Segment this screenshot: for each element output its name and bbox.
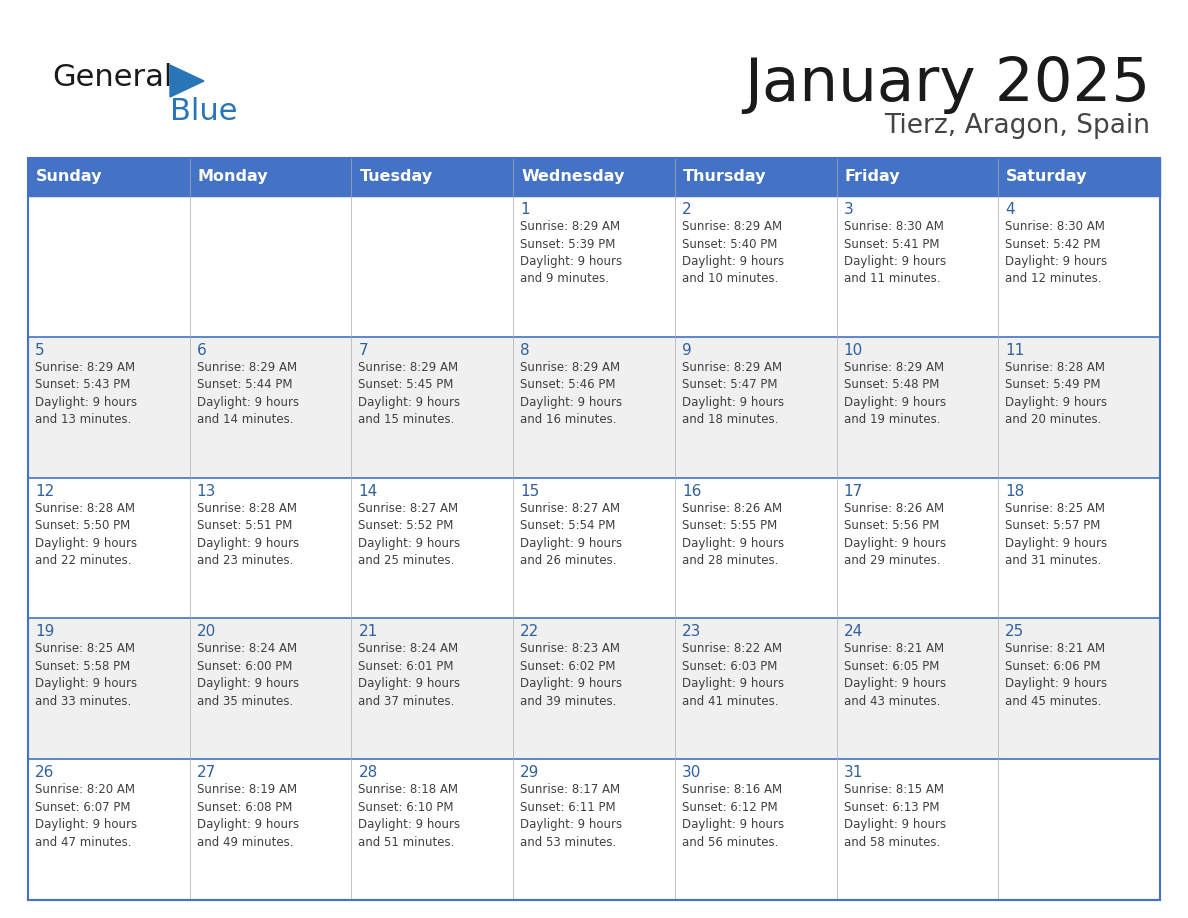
Text: 21: 21 bbox=[359, 624, 378, 640]
Text: Sunrise: 8:29 AM
Sunset: 5:39 PM
Daylight: 9 hours
and 9 minutes.: Sunrise: 8:29 AM Sunset: 5:39 PM Dayligh… bbox=[520, 220, 623, 285]
Text: Thursday: Thursday bbox=[683, 170, 766, 185]
Text: Sunrise: 8:20 AM
Sunset: 6:07 PM
Daylight: 9 hours
and 47 minutes.: Sunrise: 8:20 AM Sunset: 6:07 PM Dayligh… bbox=[34, 783, 137, 849]
Text: Monday: Monday bbox=[197, 170, 268, 185]
Text: 29: 29 bbox=[520, 766, 539, 780]
Bar bbox=[29, 158, 190, 196]
Text: Friday: Friday bbox=[845, 170, 901, 185]
Text: 24: 24 bbox=[843, 624, 862, 640]
Text: Sunrise: 8:16 AM
Sunset: 6:12 PM
Daylight: 9 hours
and 56 minutes.: Sunrise: 8:16 AM Sunset: 6:12 PM Dayligh… bbox=[682, 783, 784, 849]
Text: 2: 2 bbox=[682, 202, 691, 217]
Text: Sunrise: 8:27 AM
Sunset: 5:52 PM
Daylight: 9 hours
and 25 minutes.: Sunrise: 8:27 AM Sunset: 5:52 PM Dayligh… bbox=[359, 501, 461, 567]
Text: Tierz, Aragon, Spain: Tierz, Aragon, Spain bbox=[884, 113, 1150, 139]
Bar bbox=[29, 196, 1159, 337]
Text: 22: 22 bbox=[520, 624, 539, 640]
Text: 26: 26 bbox=[34, 766, 55, 780]
Text: 15: 15 bbox=[520, 484, 539, 498]
Text: 11: 11 bbox=[1005, 342, 1024, 358]
Text: Sunrise: 8:29 AM
Sunset: 5:44 PM
Daylight: 9 hours
and 14 minutes.: Sunrise: 8:29 AM Sunset: 5:44 PM Dayligh… bbox=[197, 361, 299, 426]
Text: Sunrise: 8:30 AM
Sunset: 5:42 PM
Daylight: 9 hours
and 12 minutes.: Sunrise: 8:30 AM Sunset: 5:42 PM Dayligh… bbox=[1005, 220, 1107, 285]
Text: 10: 10 bbox=[843, 342, 862, 358]
Text: Sunrise: 8:21 AM
Sunset: 6:05 PM
Daylight: 9 hours
and 43 minutes.: Sunrise: 8:21 AM Sunset: 6:05 PM Dayligh… bbox=[843, 643, 946, 708]
Bar bbox=[29, 759, 1159, 900]
Text: Sunday: Sunday bbox=[36, 170, 102, 185]
Text: 27: 27 bbox=[197, 766, 216, 780]
Text: Sunrise: 8:28 AM
Sunset: 5:50 PM
Daylight: 9 hours
and 22 minutes.: Sunrise: 8:28 AM Sunset: 5:50 PM Dayligh… bbox=[34, 501, 137, 567]
Text: 12: 12 bbox=[34, 484, 55, 498]
Text: 7: 7 bbox=[359, 342, 368, 358]
Text: Sunrise: 8:25 AM
Sunset: 5:58 PM
Daylight: 9 hours
and 33 minutes.: Sunrise: 8:25 AM Sunset: 5:58 PM Dayligh… bbox=[34, 643, 137, 708]
Text: Sunrise: 8:29 AM
Sunset: 5:43 PM
Daylight: 9 hours
and 13 minutes.: Sunrise: 8:29 AM Sunset: 5:43 PM Dayligh… bbox=[34, 361, 137, 426]
Bar bbox=[352, 158, 513, 196]
Text: 6: 6 bbox=[197, 342, 207, 358]
Text: 1: 1 bbox=[520, 202, 530, 217]
Text: Tuesday: Tuesday bbox=[360, 170, 432, 185]
Bar bbox=[29, 158, 1159, 196]
Bar bbox=[513, 158, 675, 196]
Text: Sunrise: 8:18 AM
Sunset: 6:10 PM
Daylight: 9 hours
and 51 minutes.: Sunrise: 8:18 AM Sunset: 6:10 PM Dayligh… bbox=[359, 783, 461, 849]
Text: 25: 25 bbox=[1005, 624, 1024, 640]
Bar bbox=[998, 158, 1159, 196]
Text: Sunrise: 8:28 AM
Sunset: 5:49 PM
Daylight: 9 hours
and 20 minutes.: Sunrise: 8:28 AM Sunset: 5:49 PM Dayligh… bbox=[1005, 361, 1107, 426]
Text: 28: 28 bbox=[359, 766, 378, 780]
Text: 9: 9 bbox=[682, 342, 691, 358]
Text: General: General bbox=[52, 63, 172, 92]
Bar bbox=[29, 619, 1159, 759]
Text: 4: 4 bbox=[1005, 202, 1015, 217]
Text: Sunrise: 8:21 AM
Sunset: 6:06 PM
Daylight: 9 hours
and 45 minutes.: Sunrise: 8:21 AM Sunset: 6:06 PM Dayligh… bbox=[1005, 643, 1107, 708]
Text: Sunrise: 8:19 AM
Sunset: 6:08 PM
Daylight: 9 hours
and 49 minutes.: Sunrise: 8:19 AM Sunset: 6:08 PM Dayligh… bbox=[197, 783, 299, 849]
Text: 23: 23 bbox=[682, 624, 701, 640]
Text: 20: 20 bbox=[197, 624, 216, 640]
Text: 18: 18 bbox=[1005, 484, 1024, 498]
Text: 16: 16 bbox=[682, 484, 701, 498]
Text: 30: 30 bbox=[682, 766, 701, 780]
Text: 31: 31 bbox=[843, 766, 862, 780]
Bar bbox=[29, 158, 1159, 900]
Text: Sunrise: 8:29 AM
Sunset: 5:47 PM
Daylight: 9 hours
and 18 minutes.: Sunrise: 8:29 AM Sunset: 5:47 PM Dayligh… bbox=[682, 361, 784, 426]
Text: Blue: Blue bbox=[170, 97, 238, 126]
Text: Sunrise: 8:17 AM
Sunset: 6:11 PM
Daylight: 9 hours
and 53 minutes.: Sunrise: 8:17 AM Sunset: 6:11 PM Dayligh… bbox=[520, 783, 623, 849]
Bar bbox=[836, 158, 998, 196]
Text: Saturday: Saturday bbox=[1006, 170, 1088, 185]
Text: Sunrise: 8:26 AM
Sunset: 5:55 PM
Daylight: 9 hours
and 28 minutes.: Sunrise: 8:26 AM Sunset: 5:55 PM Dayligh… bbox=[682, 501, 784, 567]
Text: 5: 5 bbox=[34, 342, 45, 358]
Text: 13: 13 bbox=[197, 484, 216, 498]
Text: 14: 14 bbox=[359, 484, 378, 498]
Text: Sunrise: 8:25 AM
Sunset: 5:57 PM
Daylight: 9 hours
and 31 minutes.: Sunrise: 8:25 AM Sunset: 5:57 PM Dayligh… bbox=[1005, 501, 1107, 567]
Text: Sunrise: 8:29 AM
Sunset: 5:46 PM
Daylight: 9 hours
and 16 minutes.: Sunrise: 8:29 AM Sunset: 5:46 PM Dayligh… bbox=[520, 361, 623, 426]
Text: 3: 3 bbox=[843, 202, 853, 217]
Text: Sunrise: 8:29 AM
Sunset: 5:48 PM
Daylight: 9 hours
and 19 minutes.: Sunrise: 8:29 AM Sunset: 5:48 PM Dayligh… bbox=[843, 361, 946, 426]
Polygon shape bbox=[170, 65, 204, 97]
Bar bbox=[190, 158, 352, 196]
Bar bbox=[29, 477, 1159, 619]
Text: Sunrise: 8:24 AM
Sunset: 6:00 PM
Daylight: 9 hours
and 35 minutes.: Sunrise: 8:24 AM Sunset: 6:00 PM Dayligh… bbox=[197, 643, 299, 708]
Bar bbox=[29, 337, 1159, 477]
Text: Sunrise: 8:30 AM
Sunset: 5:41 PM
Daylight: 9 hours
and 11 minutes.: Sunrise: 8:30 AM Sunset: 5:41 PM Dayligh… bbox=[843, 220, 946, 285]
Text: Sunrise: 8:28 AM
Sunset: 5:51 PM
Daylight: 9 hours
and 23 minutes.: Sunrise: 8:28 AM Sunset: 5:51 PM Dayligh… bbox=[197, 501, 299, 567]
Text: Sunrise: 8:29 AM
Sunset: 5:45 PM
Daylight: 9 hours
and 15 minutes.: Sunrise: 8:29 AM Sunset: 5:45 PM Dayligh… bbox=[359, 361, 461, 426]
Text: Sunrise: 8:29 AM
Sunset: 5:40 PM
Daylight: 9 hours
and 10 minutes.: Sunrise: 8:29 AM Sunset: 5:40 PM Dayligh… bbox=[682, 220, 784, 285]
Text: 17: 17 bbox=[843, 484, 862, 498]
Text: Sunrise: 8:27 AM
Sunset: 5:54 PM
Daylight: 9 hours
and 26 minutes.: Sunrise: 8:27 AM Sunset: 5:54 PM Dayligh… bbox=[520, 501, 623, 567]
Text: 19: 19 bbox=[34, 624, 55, 640]
Bar bbox=[675, 158, 836, 196]
Text: 8: 8 bbox=[520, 342, 530, 358]
Text: Sunrise: 8:26 AM
Sunset: 5:56 PM
Daylight: 9 hours
and 29 minutes.: Sunrise: 8:26 AM Sunset: 5:56 PM Dayligh… bbox=[843, 501, 946, 567]
Text: January 2025: January 2025 bbox=[744, 55, 1150, 114]
Text: Sunrise: 8:24 AM
Sunset: 6:01 PM
Daylight: 9 hours
and 37 minutes.: Sunrise: 8:24 AM Sunset: 6:01 PM Dayligh… bbox=[359, 643, 461, 708]
Text: Wednesday: Wednesday bbox=[522, 170, 625, 185]
Text: Sunrise: 8:15 AM
Sunset: 6:13 PM
Daylight: 9 hours
and 58 minutes.: Sunrise: 8:15 AM Sunset: 6:13 PM Dayligh… bbox=[843, 783, 946, 849]
Text: Sunrise: 8:23 AM
Sunset: 6:02 PM
Daylight: 9 hours
and 39 minutes.: Sunrise: 8:23 AM Sunset: 6:02 PM Dayligh… bbox=[520, 643, 623, 708]
Text: Sunrise: 8:22 AM
Sunset: 6:03 PM
Daylight: 9 hours
and 41 minutes.: Sunrise: 8:22 AM Sunset: 6:03 PM Dayligh… bbox=[682, 643, 784, 708]
